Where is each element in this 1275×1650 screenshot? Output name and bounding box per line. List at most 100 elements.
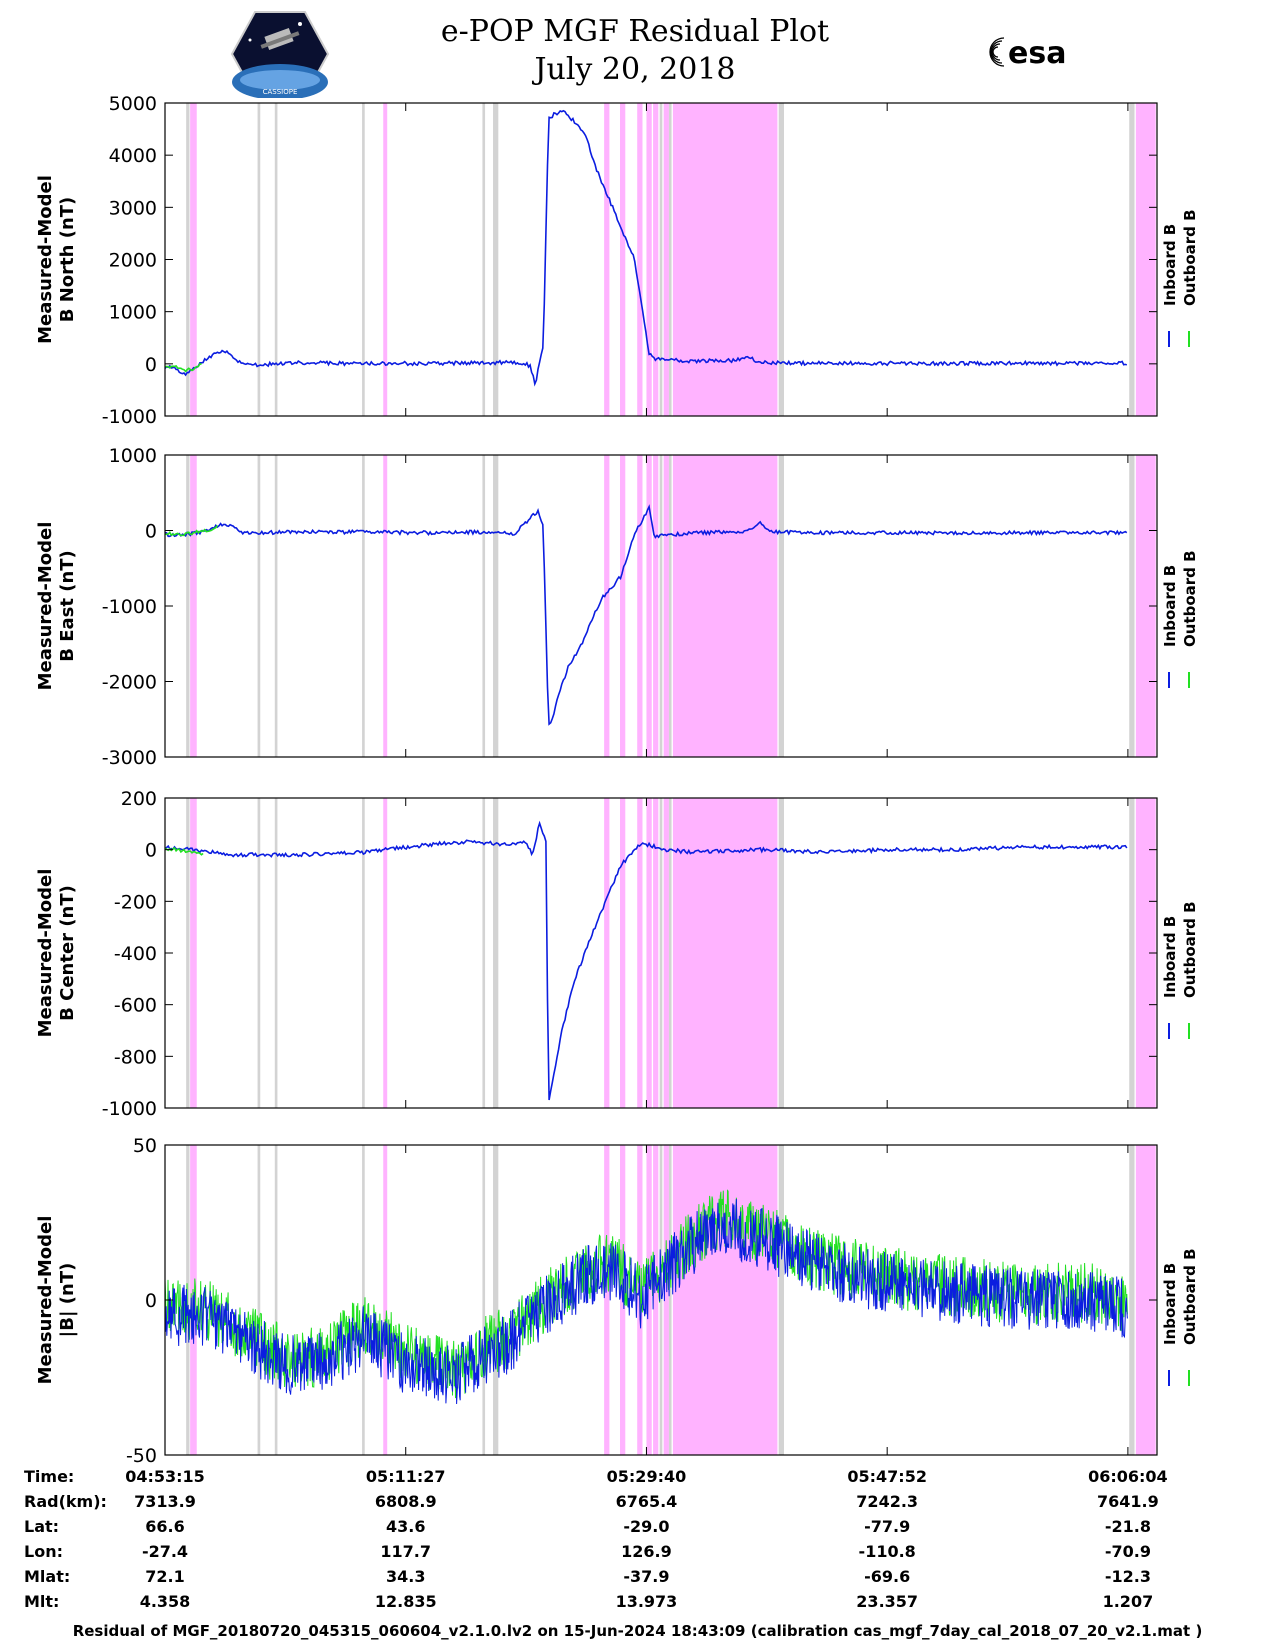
y-tick-label: -1000 (102, 596, 157, 618)
flag-band-gray (186, 798, 190, 1108)
y-tick-label: -1000 (102, 1098, 157, 1120)
flag-band-gray (778, 103, 785, 416)
y-axis-label: Measured-Model (35, 869, 56, 1038)
flag-band-gray (257, 455, 261, 757)
flag-band-magenta (383, 103, 388, 416)
flag-band-gray (493, 798, 499, 1108)
legend-inboard-label: Inboard B (1161, 565, 1179, 647)
info-cell: 34.3 (386, 1567, 425, 1586)
flag-band-magenta (646, 455, 652, 757)
y-tick-label: 0 (145, 840, 157, 862)
flag-band-gray (668, 103, 672, 416)
info-cell: -37.9 (623, 1567, 669, 1586)
flag-band-gray (257, 103, 261, 416)
info-cell: 05:29:40 (607, 1467, 687, 1486)
legend-outboard-label: Outboard B (1181, 901, 1199, 998)
flag-band-magenta (619, 103, 626, 416)
flag-band-gray (274, 798, 278, 1108)
y-tick-label: 0 (145, 521, 157, 543)
y-axis-label: Measured-Model (35, 175, 56, 344)
info-row-label: Time: (24, 1467, 74, 1486)
y-tick-label: 0 (145, 1290, 157, 1312)
flag-band-gray (274, 103, 278, 416)
flag-band-gray (482, 798, 486, 1108)
info-cell: 117.7 (380, 1542, 431, 1561)
flag-band-gray (659, 798, 663, 1108)
plot-title: e-POP MGF Residual Plot (440, 14, 830, 49)
flag-band-magenta (672, 103, 778, 416)
info-cell: 06:06:04 (1088, 1467, 1168, 1486)
flag-band-gray (493, 455, 499, 757)
flag-band-magenta (672, 798, 778, 1108)
flag-band-magenta (190, 455, 197, 757)
flag-band-gray (1129, 103, 1135, 416)
flag-band-gray (1129, 798, 1135, 1108)
info-row-label: Mlat: (24, 1567, 70, 1586)
cassiope-logo-text: CASSIOPE (263, 88, 298, 96)
flag-band-gray (362, 798, 365, 1108)
info-cell: -27.4 (142, 1542, 188, 1561)
flag-band-magenta (663, 455, 669, 757)
flag-band-gray (362, 455, 365, 757)
legend-outboard-label: Outboard B (1181, 1248, 1199, 1345)
y-tick-label: -400 (114, 943, 157, 965)
info-cell: -77.9 (864, 1517, 910, 1536)
series-line-outboard (164, 846, 204, 856)
flag-band-magenta (637, 455, 643, 757)
y-tick-label: 1000 (109, 445, 157, 467)
info-cell: -110.8 (859, 1542, 916, 1561)
flag-band-magenta (646, 798, 652, 1108)
flag-band-magenta (619, 455, 626, 757)
flag-band-gray (668, 798, 672, 1108)
flag-band-magenta (646, 103, 652, 416)
y-tick-label: 4000 (109, 145, 157, 167)
info-cell: 6808.9 (375, 1492, 437, 1511)
y-tick-label: -200 (114, 891, 157, 913)
info-cell: -21.8 (1105, 1517, 1151, 1536)
esa-logo-text: esa (1008, 36, 1066, 71)
info-cell: 6765.4 (616, 1492, 678, 1511)
flag-band-magenta (653, 798, 659, 1108)
flag-band-magenta (637, 798, 643, 1108)
flag-band-gray (493, 103, 499, 416)
flag-band-gray (778, 798, 785, 1108)
flag-band-magenta (653, 1145, 659, 1455)
flag-band-magenta (1135, 103, 1156, 416)
flag-band-magenta (383, 455, 388, 757)
info-cell: 66.6 (145, 1517, 184, 1536)
flag-band-magenta (663, 1145, 669, 1455)
y-tick-label: -50 (126, 1445, 157, 1467)
info-cell: 04:53:15 (125, 1467, 205, 1486)
info-cell: 12.835 (375, 1592, 437, 1611)
y-tick-label: -800 (114, 1046, 157, 1068)
info-cell: -69.6 (864, 1567, 910, 1586)
info-cell: -70.9 (1105, 1542, 1151, 1561)
flag-band-magenta (604, 103, 610, 416)
flag-band-magenta (1135, 798, 1156, 1108)
y-tick-label: -2000 (102, 672, 157, 694)
info-cell: 43.6 (386, 1517, 425, 1536)
y-axis-label: B North (nT) (57, 197, 78, 323)
flag-band-magenta (619, 798, 626, 1108)
flag-band-gray (186, 455, 190, 757)
flag-band-magenta (672, 455, 778, 757)
flag-band-gray (1129, 1145, 1135, 1455)
series-line-outboard (164, 363, 202, 373)
info-cell: -29.0 (623, 1517, 669, 1536)
esa-logo-icon: esa (989, 36, 1066, 71)
legend-outboard-label: Outboard B (1181, 209, 1199, 306)
info-cell: 05:11:27 (366, 1467, 446, 1486)
flag-band-gray (668, 455, 672, 757)
flag-band-gray (362, 103, 365, 416)
flag-band-gray (668, 1145, 672, 1455)
info-cell: 126.9 (621, 1542, 672, 1561)
footer-caption: Residual of MGF_20180720_045315_060604_v… (72, 1622, 1203, 1640)
series-line-outboard (164, 524, 219, 537)
flag-band-magenta (383, 1145, 388, 1455)
y-axis-label: Measured-Model (35, 1216, 56, 1385)
flag-band-magenta (190, 103, 197, 416)
flag-band-gray (482, 1145, 486, 1455)
flag-band-gray (274, 455, 278, 757)
y-tick-label: 0 (145, 354, 157, 376)
